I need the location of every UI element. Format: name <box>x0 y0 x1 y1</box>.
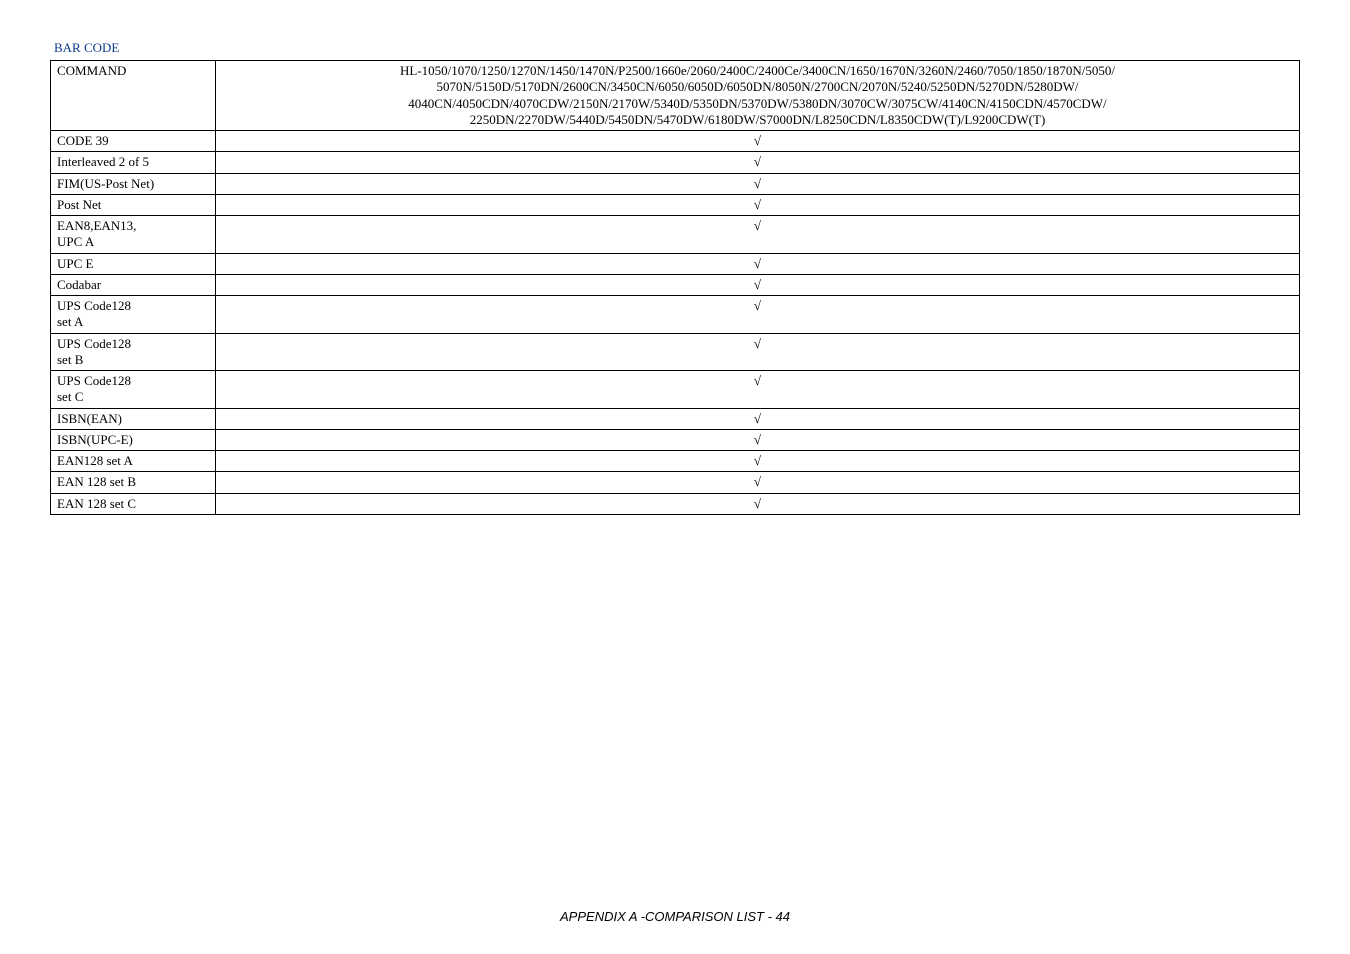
table-row: Interleaved 2 of 5 √ <box>51 152 1300 173</box>
page-footer: APPENDIX A -COMPARISON LIST - 44 <box>0 909 1350 924</box>
row-name-cell: ISBN(EAN) <box>51 408 216 429</box>
row-name-cell: FIM(US-Post Net) <box>51 173 216 194</box>
row-name-cell: UPS Code128set A <box>51 296 216 334</box>
row-name-cell: CODE 39 <box>51 131 216 152</box>
row-check-cell: √ <box>216 493 1300 514</box>
row-check-cell: √ <box>216 173 1300 194</box>
table-row: CODE 39 √ <box>51 131 1300 152</box>
table-row: EAN 128 set C √ <box>51 493 1300 514</box>
table-row: Codabar √ <box>51 274 1300 295</box>
row-name-cell: Interleaved 2 of 5 <box>51 152 216 173</box>
model-line: 2250DN/2270DW/5440D/5450DN/5470DW/6180DW… <box>222 112 1293 128</box>
row-name-cell: UPS Code128set B <box>51 333 216 371</box>
row-check-cell: √ <box>216 472 1300 493</box>
row-check-cell: √ <box>216 152 1300 173</box>
row-name-cell: EAN128 set A <box>51 451 216 472</box>
row-check-cell: √ <box>216 296 1300 334</box>
table-row: EAN8,EAN13,UPC A √ <box>51 216 1300 254</box>
header-row: COMMAND HL-1050/1070/1250/1270N/1450/147… <box>51 61 1300 131</box>
row-check-cell: √ <box>216 429 1300 450</box>
section-header: BAR CODE <box>54 40 1300 56</box>
row-name-cell: Codabar <box>51 274 216 295</box>
barcode-table: COMMAND HL-1050/1070/1250/1270N/1450/147… <box>50 60 1300 515</box>
table-row: FIM(US-Post Net) √ <box>51 173 1300 194</box>
table-row: EAN128 set A √ <box>51 451 1300 472</box>
row-check-cell: √ <box>216 131 1300 152</box>
row-check-cell: √ <box>216 451 1300 472</box>
row-name-cell: EAN 128 set B <box>51 472 216 493</box>
row-name-cell: UPS Code128set C <box>51 371 216 409</box>
row-check-cell: √ <box>216 333 1300 371</box>
table-row: EAN 128 set B √ <box>51 472 1300 493</box>
row-check-cell: √ <box>216 274 1300 295</box>
table-row: UPS Code128set C √ <box>51 371 1300 409</box>
table-row: Post Net √ <box>51 194 1300 215</box>
table-row: UPS Code128set B √ <box>51 333 1300 371</box>
model-line: 5070N/5150D/5170DN/2600CN/3450CN/6050/60… <box>222 79 1293 95</box>
table-row: UPC E √ <box>51 253 1300 274</box>
row-name-cell: EAN8,EAN13,UPC A <box>51 216 216 254</box>
model-list-cell: HL-1050/1070/1250/1270N/1450/1470N/P2500… <box>216 61 1300 131</box>
row-name-cell: EAN 128 set C <box>51 493 216 514</box>
row-check-cell: √ <box>216 194 1300 215</box>
row-check-cell: √ <box>216 216 1300 254</box>
model-line: 4040CN/4050CDN/4070CDW/2150N/2170W/5340D… <box>222 96 1293 112</box>
table-row: ISBN(EAN) √ <box>51 408 1300 429</box>
row-check-cell: √ <box>216 253 1300 274</box>
model-line: HL-1050/1070/1250/1270N/1450/1470N/P2500… <box>222 63 1293 79</box>
command-header-cell: COMMAND <box>51 61 216 131</box>
table-row: ISBN(UPC-E) √ <box>51 429 1300 450</box>
row-name-cell: Post Net <box>51 194 216 215</box>
row-name-cell: UPC E <box>51 253 216 274</box>
row-check-cell: √ <box>216 408 1300 429</box>
row-check-cell: √ <box>216 371 1300 409</box>
row-name-cell: ISBN(UPC-E) <box>51 429 216 450</box>
table-row: UPS Code128set A √ <box>51 296 1300 334</box>
